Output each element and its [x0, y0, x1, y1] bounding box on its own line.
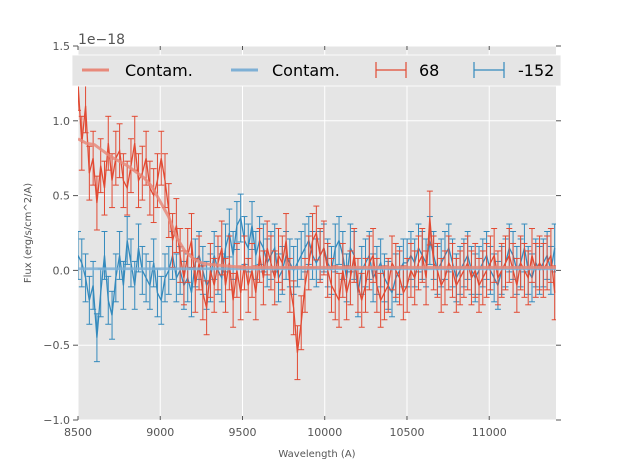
legend-label: Contam.	[272, 61, 340, 80]
x-tick-label: 10500	[389, 426, 424, 439]
x-tick-label: 10000	[307, 426, 342, 439]
contam-line	[78, 137, 556, 269]
y-tick-label: 1.0	[53, 115, 71, 128]
x-tick-label: 9000	[146, 426, 174, 439]
series-contam_68	[78, 137, 556, 269]
y-tick-label: 0.5	[53, 190, 71, 203]
legend-label: Contam.	[125, 61, 193, 80]
x-tick-label: 9500	[228, 426, 256, 439]
series-layer	[78, 55, 556, 381]
x-axis-label: Wavelength (A)	[278, 449, 355, 460]
legend-label: -152	[518, 61, 554, 80]
y-axis-label: Flux (erg/s/cm^2/A)	[23, 183, 34, 283]
y-offset-label: 1e−18	[78, 32, 125, 48]
y-tick-label: 1.5	[53, 40, 71, 53]
y-tick-label: 0.0	[53, 264, 71, 277]
x-tick-label: 11000	[472, 426, 507, 439]
axes-background	[78, 46, 556, 420]
series-obj_68	[78, 55, 556, 381]
ticks: 8500 9000 9500 10000 10500 11000 −1.0 −0.5 0.0 0.…	[43, 40, 561, 439]
y-tick-label: −0.5	[43, 339, 70, 352]
y-tick-label: −1.0	[43, 414, 70, 427]
legend-label: 68	[419, 61, 439, 80]
legend: Contam. Contam. 68 -152	[71, 54, 562, 87]
x-tick-label: 8500	[64, 426, 92, 439]
